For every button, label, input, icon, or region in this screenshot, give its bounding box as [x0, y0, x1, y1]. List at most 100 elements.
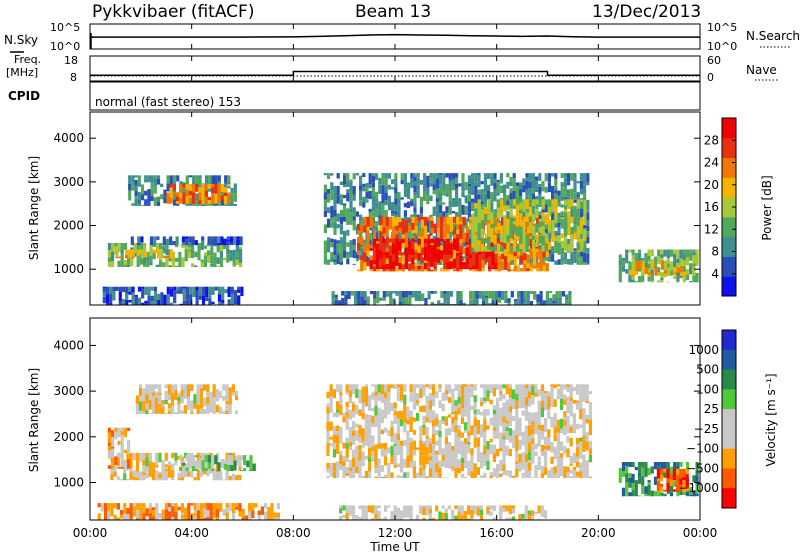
velocity-cell: [384, 384, 387, 388]
power-cell: [479, 291, 482, 299]
power-cell: [586, 261, 589, 264]
velocity-cell: [657, 479, 660, 481]
velocity-cell: [493, 391, 496, 396]
power-cell: [388, 196, 391, 203]
velocity-cell: [531, 421, 534, 424]
velocity-cell: [368, 395, 371, 403]
velocity-cell: [400, 419, 403, 426]
velocity-cell: [641, 486, 644, 492]
velocity-cell: [111, 447, 114, 449]
power-cell: [405, 224, 408, 232]
velocity-cell: [528, 476, 531, 478]
velocity-cell: [416, 404, 419, 406]
velocity-cell: [233, 461, 236, 471]
velocity-cell: [190, 503, 193, 505]
power-cell: [564, 212, 567, 221]
power-cell: [459, 246, 462, 252]
velocity-cell: [496, 431, 499, 439]
velocity-cell: [365, 471, 368, 478]
power-cell: [481, 209, 484, 216]
velocity-cell: [419, 389, 422, 398]
power-cell: [427, 261, 430, 267]
velocity-cell: [208, 465, 211, 469]
velocity-cell: [349, 505, 352, 507]
velocity-cell: [403, 472, 406, 478]
velocity-cell: [582, 439, 585, 448]
power-cell: [497, 192, 500, 196]
velocity-cell: [346, 424, 349, 430]
power-cell: [557, 228, 560, 234]
power-cell: [551, 254, 554, 262]
velocity-cell: [467, 431, 470, 436]
power-cell: [192, 184, 195, 193]
power-cell: [465, 182, 468, 191]
velocity-cell: [397, 440, 400, 450]
power-cell: [178, 252, 181, 256]
power-cell: [554, 190, 557, 193]
velocity-cell: [342, 456, 345, 461]
velocity-cell: [534, 465, 537, 471]
velocity-cell: [368, 420, 371, 426]
power-cell: [683, 261, 686, 266]
power-cell: [481, 205, 484, 208]
power-cell: [549, 291, 552, 293]
power-cell: [561, 182, 564, 187]
power-cell: [381, 175, 384, 179]
velocity-cell: [493, 427, 496, 431]
power-cell: [428, 291, 431, 293]
velocity-cell: [352, 467, 355, 474]
velocity-cell: [184, 473, 187, 478]
power-cell: [567, 173, 570, 182]
velocity-cell: [158, 393, 161, 396]
velocity-cell: [342, 466, 345, 468]
power-cell: [173, 175, 176, 179]
power-cell: [353, 226, 356, 230]
power-cell: [349, 182, 352, 186]
velocity-cell: [123, 473, 126, 480]
velocity-cell: [467, 461, 470, 467]
power-cell: [119, 301, 122, 305]
velocity-cell: [390, 403, 393, 411]
velocity-cell: [518, 448, 521, 450]
power-cell: [327, 240, 330, 248]
power-cell: [179, 184, 182, 193]
power-cell: [648, 256, 651, 261]
power-cell: [478, 217, 481, 223]
power-cell: [436, 173, 439, 178]
velocity-cell: [625, 473, 628, 482]
power-cell: [221, 205, 224, 206]
velocity-cell: [152, 510, 155, 516]
velocity-cell: [458, 408, 461, 415]
power-cell: [162, 262, 165, 267]
velocity-cell: [560, 468, 563, 477]
power-cell: [231, 194, 234, 202]
power-cell: [632, 275, 635, 276]
velocity-cell: [187, 384, 190, 388]
power-cell: [657, 257, 660, 265]
velocity-cell: [483, 398, 486, 401]
power-cell: [503, 193, 506, 195]
power-cell: [324, 246, 327, 255]
velocity-cell: [480, 515, 483, 520]
power-cell: [488, 262, 491, 266]
power-cell: [485, 259, 488, 262]
power-cell: [523, 260, 526, 263]
velocity-cell: [525, 469, 528, 475]
power-cell: [526, 245, 529, 252]
velocity-cell: [120, 479, 123, 481]
power-cell: [539, 236, 542, 244]
velocity-cell: [651, 466, 654, 473]
power-cell: [430, 248, 433, 256]
velocity-cell: [374, 396, 377, 400]
velocity-cell: [522, 458, 525, 467]
velocity-cell: [502, 439, 505, 448]
power-cell: [204, 262, 207, 267]
velocity-cell: [454, 505, 457, 509]
power-cell: [482, 291, 485, 294]
velocity-cell: [152, 393, 155, 396]
velocity-cell: [635, 467, 638, 470]
velocity-cell: [155, 465, 158, 468]
power-cell: [490, 173, 493, 176]
power-cell: [478, 199, 481, 204]
power-cell: [141, 184, 144, 192]
